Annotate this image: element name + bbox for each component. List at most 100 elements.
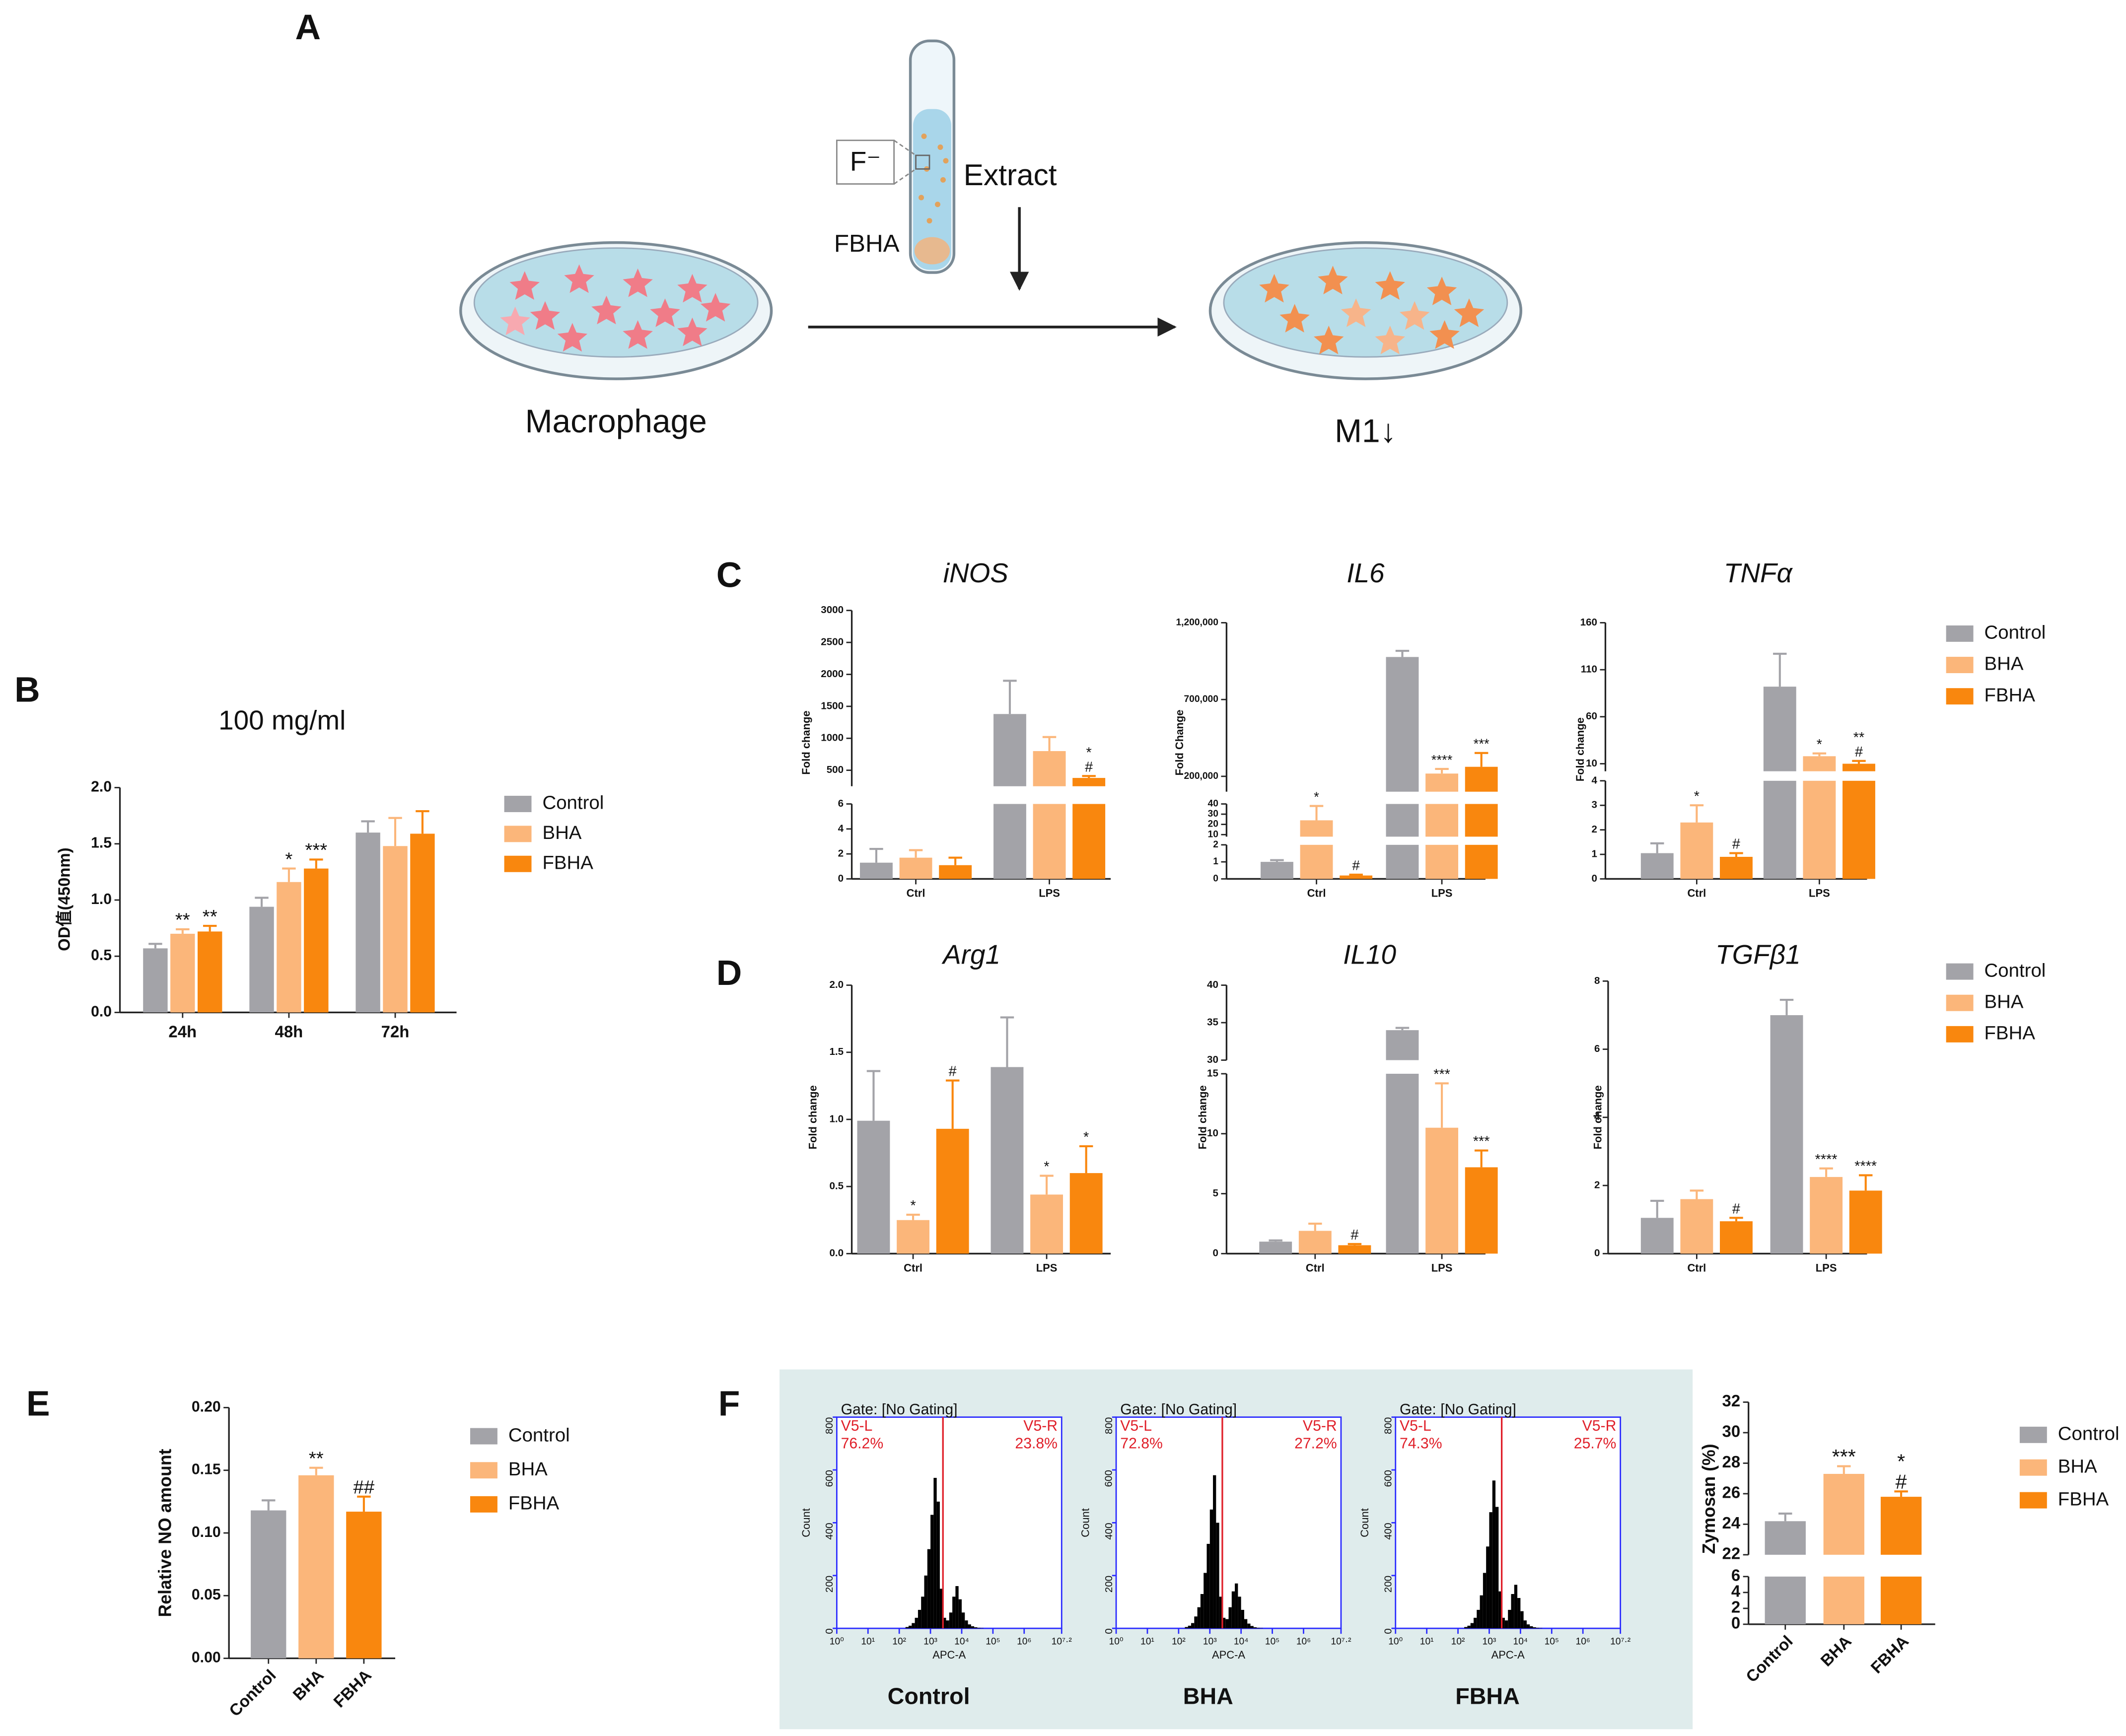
legend-swatch: [470, 1428, 497, 1445]
bar: [1386, 1030, 1419, 1060]
x-tick-label: 10⁵: [986, 1637, 1000, 1647]
gate-label: Gate: [No Gating]: [841, 1401, 958, 1418]
y-tick-label: 800: [1103, 1417, 1115, 1434]
histogram-bar: [1501, 1617, 1505, 1629]
y-tick-label: 0.0: [91, 1003, 112, 1020]
legend-label: Control: [1984, 960, 2046, 981]
zoom-line: [893, 139, 917, 156]
plot-frame: [1115, 1416, 1342, 1629]
panel-label: F: [718, 1384, 740, 1424]
y-tick-label: 4: [1731, 1582, 1741, 1600]
bar: [1803, 756, 1836, 771]
histogram-bar: [1241, 1609, 1244, 1629]
bar: [1386, 844, 1419, 879]
y-axis-label: Fold change: [1197, 1085, 1209, 1149]
legend-label: FBHA: [2058, 1488, 2109, 1510]
legend-label: BHA: [1984, 653, 2024, 675]
start-label: Macrophage: [525, 403, 707, 439]
y-axis-label: Fold change: [806, 1085, 819, 1149]
significance: *: [1083, 1129, 1089, 1145]
y-tick-label: 500: [827, 764, 844, 775]
y-tick-label: 5: [1212, 1187, 1218, 1199]
bar: [1803, 780, 1836, 879]
y-axis-label: Fold change: [1592, 1085, 1604, 1149]
significance: *: [1086, 745, 1092, 761]
significance: #: [1350, 1227, 1358, 1243]
x-axis-label: APC-A: [1212, 1649, 1245, 1661]
y-tick-label: 200: [824, 1576, 835, 1593]
x-tick-label: 10⁷·²: [1610, 1637, 1631, 1647]
significance: ****: [1431, 752, 1453, 767]
x-tick-label: LPS: [1809, 887, 1830, 899]
y-tick-label: 4: [838, 823, 844, 834]
histogram-bar: [905, 1627, 909, 1629]
y-tick-label: 0.00: [192, 1649, 221, 1666]
bar: [1465, 804, 1498, 837]
y-tick-label: 15: [1207, 1067, 1218, 1079]
histogram-bar: [1185, 1627, 1188, 1629]
y-tick-label: 3000: [821, 604, 844, 616]
panel-label: B: [14, 670, 40, 709]
y-axis-label: Zymosan (%): [1699, 1444, 1719, 1554]
bar: [899, 857, 932, 879]
left-gate: V5-L: [1120, 1418, 1152, 1434]
bar: [1386, 657, 1419, 792]
legend-label: FBHA: [1984, 1023, 2036, 1044]
bar: [410, 833, 435, 1013]
bar: [355, 833, 380, 1013]
y-tick-label: 110: [1581, 664, 1597, 675]
y-tick-label: 30: [1208, 809, 1218, 819]
left-gate: V5-L: [1400, 1418, 1431, 1434]
histogram-bar: [1523, 1620, 1527, 1629]
histogram-bar: [912, 1623, 915, 1629]
y-tick-label: 28: [1722, 1453, 1741, 1471]
histogram-bar: [1228, 1607, 1232, 1629]
x-tick-label: 10³: [1483, 1637, 1496, 1647]
legend-label: Control: [542, 792, 604, 814]
significance: ****: [1854, 1159, 1877, 1175]
y-tick-label: 2500: [821, 636, 844, 648]
significance: *: [285, 848, 292, 870]
bar: [1300, 820, 1333, 837]
histogram-bar: [1204, 1573, 1207, 1629]
bar: [857, 1120, 890, 1254]
histogram-bar: [1194, 1616, 1198, 1629]
y-tick-label: 40: [1208, 799, 1218, 809]
y-tick-label: 0: [824, 1628, 835, 1634]
y-tick-label: 400: [1382, 1523, 1394, 1539]
bar: [1640, 1218, 1674, 1254]
y-tick-label: 2000: [821, 668, 844, 680]
x-tick-label: Ctrl: [1306, 1261, 1325, 1274]
histogram-bar: [924, 1575, 927, 1629]
histogram-bar: [1197, 1607, 1201, 1629]
y-tick-label: 1.0: [91, 891, 112, 907]
legend-label: BHA: [542, 822, 581, 843]
histogram-bar: [1250, 1626, 1254, 1629]
y-tick-label: 4: [1592, 774, 1598, 786]
y-tick-label: 600: [1103, 1470, 1115, 1487]
bar: [1823, 1473, 1864, 1555]
bar: [993, 804, 1026, 879]
significance: *: [1817, 737, 1822, 753]
y-tick-label: 0: [1731, 1614, 1740, 1632]
y-tick-label: 200: [1382, 1576, 1394, 1593]
bar: [1680, 822, 1713, 879]
legend-label: FBHA: [1984, 685, 2036, 706]
histogram-bar: [968, 1624, 971, 1629]
histogram-bar: [1191, 1623, 1195, 1629]
bar: [249, 906, 274, 1013]
legend-swatch: [2019, 1426, 2047, 1443]
left-pct: 72.8%: [1120, 1436, 1163, 1452]
bar: [1880, 1576, 1922, 1624]
bar: [1033, 751, 1066, 786]
y-tick-label: 2.0: [829, 979, 844, 990]
histogram-bar: [958, 1599, 962, 1629]
legend-swatch: [1946, 688, 1974, 705]
bar: [936, 1128, 969, 1254]
bar: [991, 1067, 1024, 1254]
bar: [1765, 1521, 1806, 1555]
histogram-bar: [1477, 1609, 1480, 1629]
significance: ****: [1815, 1152, 1838, 1168]
x-tick-label: FBHA: [1867, 1632, 1912, 1677]
histogram-bar: [1520, 1611, 1524, 1629]
